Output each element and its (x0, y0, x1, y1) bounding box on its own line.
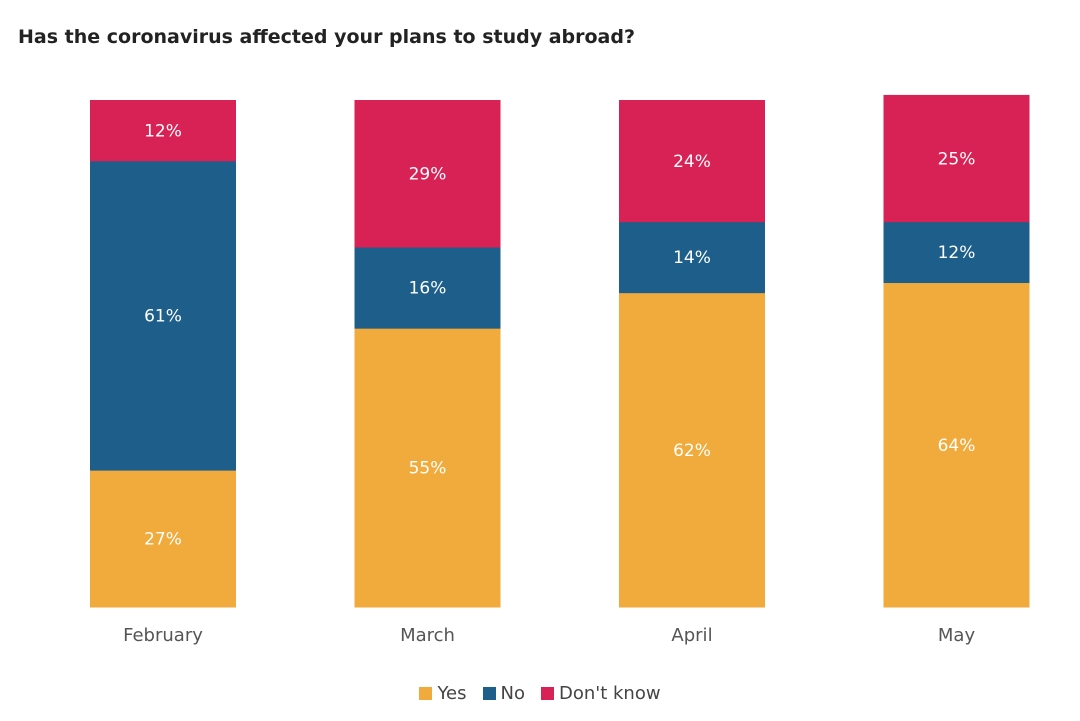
data-label-april-no: 14% (673, 248, 711, 268)
x-tick-label-march: March (400, 625, 455, 646)
legend-label-dont-know: Don't know (558, 683, 661, 704)
data-label-february-don-t-know: 12% (144, 121, 182, 141)
data-label-march-yes: 55% (409, 459, 447, 479)
bar-february-no (90, 160, 236, 471)
x-tick-label-february: February (123, 625, 203, 646)
chart-title: Has the coronavirus affected your plans … (18, 26, 635, 48)
bar-may-no (883, 221, 1030, 284)
legend-swatch-dont-know (540, 687, 554, 700)
data-label-february-yes: 27% (144, 530, 182, 550)
data-label-may-don-t-know: 25% (938, 149, 976, 169)
bar-may-yes (883, 282, 1030, 608)
legend-label-yes: Yes (437, 683, 467, 704)
x-tick-label-april: April (671, 625, 712, 646)
legend-item-yes: Yes (419, 683, 467, 704)
data-label-march-don-t-know: 29% (409, 165, 447, 185)
bar-february-yes (90, 470, 236, 608)
data-label-february-no: 61% (144, 306, 182, 326)
legend-swatch-yes (419, 687, 433, 700)
legend-item-dont-know: Don't know (540, 683, 661, 704)
data-label-may-yes: 64% (938, 436, 976, 456)
data-label-may-no: 12% (938, 243, 976, 263)
bar-march-yes (354, 328, 501, 608)
bar-february-don-t-know (90, 100, 236, 162)
data-label-april-yes: 62% (673, 441, 711, 461)
legend: Yes No Don't know (0, 683, 1080, 704)
data-label-april-don-t-know: 24% (673, 152, 711, 172)
data-label-march-no: 16% (409, 279, 447, 299)
bar-april-yes (619, 292, 765, 608)
legend-label-no: No (500, 683, 525, 704)
bar-march-don-t-know (354, 100, 501, 248)
bar-may-don-t-know (883, 94, 1030, 223)
bar-april-no (619, 221, 765, 294)
chart-plot: 27% 61% 12% February 55% 16% 29% March 62% 14% 24%… (90, 94, 1030, 646)
legend-item-no: No (482, 683, 525, 704)
x-tick-label-may: May (938, 625, 976, 646)
legend-swatch-no (482, 687, 496, 700)
bar-march-no (354, 247, 501, 329)
bar-april-don-t-know (619, 100, 765, 223)
